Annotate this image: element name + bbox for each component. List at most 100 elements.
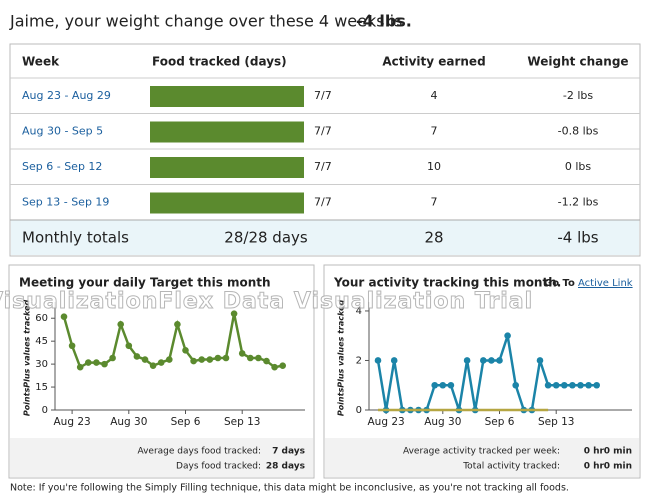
point <box>569 381 576 389</box>
totals-label: Monthly totals <box>22 229 129 247</box>
stat-label: Average activity tracked per week: <box>403 447 560 457</box>
point <box>512 381 519 389</box>
watermark: VisualizationFlex Data Visualization Tri… <box>0 289 533 314</box>
point <box>536 357 544 364</box>
weight: -2 lbs <box>563 89 594 102</box>
stat-label: Days food tracked: <box>176 462 261 472</box>
x-tick-label: Aug 30 <box>424 416 461 428</box>
food-bar <box>150 121 304 143</box>
series-line <box>62 313 283 369</box>
point <box>577 381 584 389</box>
point <box>374 357 382 364</box>
point <box>447 381 455 389</box>
totals-food: 28/28 days <box>224 229 308 247</box>
point <box>504 332 511 340</box>
week-link[interactable]: Sep 13 - Sep 19 <box>22 196 109 209</box>
point <box>439 381 447 389</box>
y-tick-label: 15 <box>35 382 48 393</box>
stat-value: 0 min <box>604 447 632 457</box>
food-label: 7/7 <box>314 125 332 138</box>
point <box>585 381 592 389</box>
totals-weight: -4 lbs <box>557 229 598 247</box>
y-tick-label: 45 <box>35 336 48 347</box>
weight: -0.8 lbs <box>558 125 599 138</box>
weight: 0 lbs <box>565 160 592 173</box>
column-header: Week <box>22 55 60 69</box>
point <box>198 356 205 363</box>
weight: -1.2 lbs <box>558 196 599 209</box>
point <box>230 310 238 317</box>
activity: 4 <box>431 89 438 102</box>
y-tick-label: 2 <box>356 355 362 366</box>
point <box>593 381 600 389</box>
y-tick-label: 30 <box>35 359 48 370</box>
point <box>117 321 124 328</box>
activity: 7 <box>431 125 438 138</box>
link-prefix: Go To <box>544 278 575 289</box>
stat-value: 28 days <box>266 462 305 472</box>
activity: 10 <box>427 160 441 173</box>
y-tick-label: 0 <box>42 405 48 416</box>
week-link[interactable]: Aug 30 - Sep 5 <box>22 125 103 138</box>
activity: 7 <box>431 196 438 209</box>
chart-title: Meeting your daily Target this month <box>19 276 271 290</box>
y-axis-label: PointsPlus values tracked <box>337 300 346 417</box>
point <box>133 353 141 360</box>
point <box>68 342 76 350</box>
point <box>190 357 197 365</box>
point <box>431 381 439 389</box>
y-tick-label: 0 <box>356 405 362 416</box>
point <box>166 356 173 363</box>
totals-activity: 28 <box>424 229 443 247</box>
point <box>552 381 560 389</box>
point <box>544 381 552 389</box>
point <box>390 357 398 364</box>
food-bar <box>150 157 304 178</box>
stat-value: 0 hr <box>584 447 605 457</box>
stats-bg <box>10 438 313 477</box>
point <box>109 354 116 362</box>
point <box>561 381 568 389</box>
x-tick-label: Aug 30 <box>110 416 147 428</box>
totals-bg <box>11 220 639 255</box>
y-tick-label: 4 <box>356 306 362 317</box>
point <box>93 359 100 366</box>
food-bar <box>150 192 304 214</box>
point <box>214 354 222 362</box>
week-link[interactable]: Aug 23 - Aug 29 <box>22 89 111 102</box>
y-tick-label: 60 <box>35 313 48 324</box>
food-label: 7/7 <box>314 89 332 102</box>
chart-title: Your activity tracking this month. <box>333 276 561 290</box>
x-tick-label: Sep 6 <box>171 416 201 428</box>
stat-value: 0 hr <box>584 462 605 472</box>
point <box>125 342 133 350</box>
point <box>222 354 230 362</box>
point <box>480 357 487 364</box>
point <box>496 357 503 364</box>
point <box>141 356 149 363</box>
note: Note: If you're following the Simply Fil… <box>10 483 569 494</box>
column-header: Weight change <box>527 55 628 69</box>
x-tick-label: Sep 13 <box>538 416 575 428</box>
week-link[interactable]: Sep 6 - Sep 12 <box>22 160 102 173</box>
food-label: 7/7 <box>314 160 332 173</box>
stat-label: Total activity tracked: <box>462 462 560 472</box>
point <box>206 356 214 363</box>
column-header: Food tracked (days) <box>152 55 287 69</box>
column-header: Activity earned <box>382 55 485 69</box>
y-axis-label: PointsPlus values tracked <box>23 300 32 417</box>
x-tick-label: Sep 13 <box>224 416 261 428</box>
point <box>149 362 157 369</box>
food-bar <box>150 86 304 107</box>
header-value: -4 lbs. <box>356 12 412 31</box>
point <box>101 360 108 368</box>
point <box>85 359 92 366</box>
active-link[interactable]: Active Link <box>578 278 633 289</box>
point <box>463 357 471 364</box>
point <box>271 363 278 371</box>
point <box>279 362 287 369</box>
stat-value: 7 days <box>272 447 305 457</box>
food-label: 7/7 <box>314 196 332 209</box>
